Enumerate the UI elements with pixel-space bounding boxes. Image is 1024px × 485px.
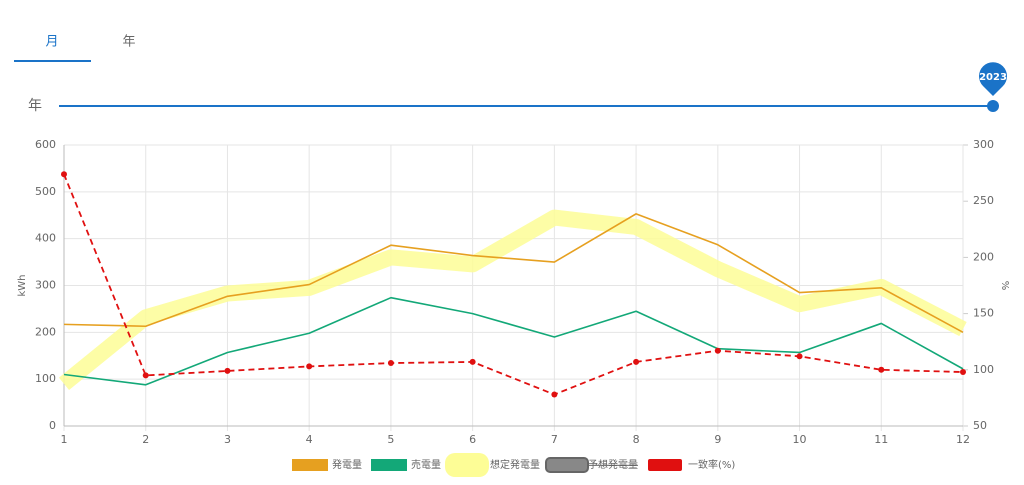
series-point — [714, 347, 721, 354]
x-tick-label: 4 — [306, 433, 313, 446]
y-tick-label: 600 — [35, 138, 56, 151]
y-tick-label: 300 — [35, 279, 56, 292]
legend-item: 発電量 — [292, 458, 362, 471]
x-tick-label: 7 — [551, 433, 558, 446]
y-tick-label: 0 — [49, 419, 56, 432]
x-tick-label: 9 — [714, 433, 721, 446]
legend-label: 予想発電量 — [588, 458, 638, 471]
series-point — [387, 360, 394, 367]
y-tick-label: 100 — [35, 372, 56, 385]
legend-swatch — [445, 453, 489, 477]
x-tick-label: 2 — [142, 433, 149, 446]
series-point — [306, 363, 313, 370]
legend-swatch — [292, 459, 328, 471]
legend-label: 発電量 — [332, 458, 362, 471]
y2-tick-label: 150 — [973, 307, 994, 320]
x-tick-label: 11 — [874, 433, 888, 446]
legend-label: 一致率(%) — [688, 458, 735, 471]
series-point — [142, 372, 149, 379]
x-tick-label: 8 — [633, 433, 640, 446]
series-point — [224, 367, 231, 374]
slider-value: 2023 — [979, 72, 1007, 83]
series-point — [469, 358, 476, 365]
legend-item: 予想発電量 — [545, 457, 638, 473]
y2-tick-label: 250 — [973, 194, 994, 207]
slider-label: 年 — [28, 98, 42, 114]
y-axis-label: kWh — [17, 274, 28, 296]
legend-item: 一致率(%) — [648, 458, 735, 471]
legend-swatch — [371, 459, 407, 471]
legend-label: 想定発電量 — [490, 458, 540, 471]
x-tick-label: 10 — [793, 433, 807, 446]
x-tick-label: 1 — [61, 433, 68, 446]
legend-swatch — [545, 457, 589, 473]
legend-item: 売電量 — [371, 458, 441, 471]
y2-axis-label: % — [999, 281, 1010, 291]
slider-pin — [979, 62, 1008, 96]
x-tick-label: 5 — [387, 433, 394, 446]
series-band — [58, 209, 967, 391]
x-tick-label: 3 — [224, 433, 231, 446]
y2-tick-label: 50 — [973, 419, 987, 432]
y-tick-label: 200 — [35, 325, 56, 338]
legend-swatch — [648, 459, 682, 471]
series-point — [796, 353, 803, 360]
y2-tick-label: 200 — [973, 250, 994, 263]
y2-tick-label: 100 — [973, 363, 994, 376]
tab-year[interactable]: 年 — [122, 35, 135, 50]
series-point — [633, 358, 640, 365]
series-point — [61, 171, 67, 178]
series-line — [63, 213, 964, 334]
y2-tick-label: 300 — [973, 138, 994, 151]
slider-knob[interactable] — [987, 100, 999, 112]
series-line — [63, 296, 964, 386]
legend-item: 想定発電量 — [445, 453, 540, 477]
x-tick-label: 12 — [956, 433, 970, 446]
y-tick-label: 500 — [35, 185, 56, 198]
series-point — [878, 366, 885, 373]
series-point — [960, 369, 966, 376]
y-tick-label: 400 — [35, 232, 56, 245]
series-point — [551, 391, 558, 398]
x-tick-label: 6 — [469, 433, 476, 446]
legend-label: 売電量 — [411, 458, 441, 471]
tab-month[interactable]: 月 — [45, 35, 58, 50]
series-dashed-line — [63, 173, 964, 396]
